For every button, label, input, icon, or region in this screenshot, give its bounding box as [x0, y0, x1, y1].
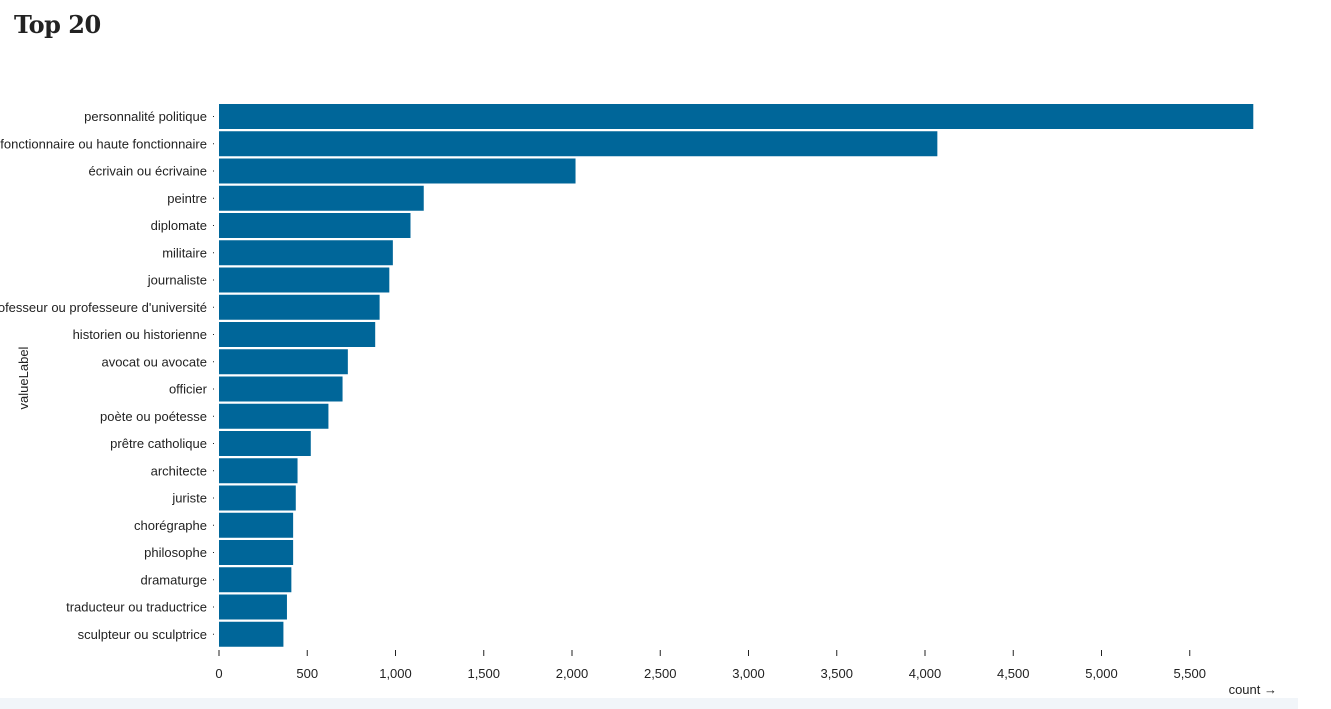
y-tick-label: historien ou historienne [73, 327, 207, 342]
y-tick-label: chorégraphe [134, 518, 207, 533]
bar-16 [219, 540, 294, 565]
y-tick-label: sculpteur ou sculptrice [78, 627, 207, 642]
bar-12 [219, 431, 311, 456]
y-tick-label: peintre [167, 191, 207, 206]
bar-18 [219, 594, 287, 620]
x-tick-label: 2,000 [556, 666, 589, 681]
y-tick-label: poète ou poétesse [100, 409, 207, 424]
y-tick-label: diplomate [151, 218, 207, 233]
bottom-strip [0, 698, 1298, 709]
page-title: Top 20 [14, 10, 101, 39]
y-tick-label: juriste [171, 491, 207, 506]
bar-7 [219, 294, 380, 320]
y-tick-label: architecte [151, 463, 207, 478]
x-tick-label: 0 [215, 666, 222, 681]
y-tick-label: fonctionnaire ou haute fonctionnaire [0, 136, 207, 151]
bars-group [219, 104, 1254, 647]
y-tick-label: officier [169, 382, 208, 397]
y-tick-label: journaliste [147, 273, 207, 288]
bar-0 [219, 104, 1254, 129]
bar-15 [219, 512, 294, 538]
x-axis-label: count → [1229, 682, 1277, 697]
y-tick-label: professeur ou professeure d'université [0, 300, 207, 315]
bar-11 [219, 403, 329, 429]
y-tick-label: personnalité politique [84, 109, 207, 124]
bar-9 [219, 349, 348, 375]
bar-14 [219, 485, 296, 511]
x-tick-label: 3,500 [820, 666, 853, 681]
bar-17 [219, 567, 292, 593]
y-tick-label: traducteur ou traductrice [66, 600, 207, 615]
bar-3 [219, 185, 424, 211]
y-tick-label: écrivain ou écrivaine [88, 164, 207, 179]
y-tick-label: prêtre catholique [110, 436, 207, 451]
bar-8 [219, 322, 376, 347]
y-axis: personnalité politique fonctionnaire ou h… [0, 109, 214, 642]
x-tick-label: 5,000 [1085, 666, 1118, 681]
x-tick-label: 5,500 [1173, 666, 1206, 681]
bar-4 [219, 213, 411, 238]
x-tick-label: 2,500 [644, 666, 677, 681]
x-axis: 0 500 1,000 1,500 2,000 2,500 3,000 3,500 4,000 4… [215, 650, 1206, 681]
x-tick-label: 1,500 [467, 666, 500, 681]
bar-6 [219, 267, 390, 293]
y-tick-label: dramaturge [141, 572, 207, 587]
x-tick-label: 4,500 [997, 666, 1030, 681]
bar-2 [219, 158, 576, 184]
bar-5 [219, 240, 393, 266]
bar-19 [219, 621, 284, 647]
y-axis-label: valueLabel [16, 346, 31, 409]
x-tick-label: 4,000 [909, 666, 942, 681]
y-tick-label: philosophe [144, 545, 207, 560]
y-tick-label: avocat ou avocate [101, 354, 207, 369]
bar-10 [219, 376, 343, 402]
x-tick-label: 500 [296, 666, 318, 681]
bar-13 [219, 458, 298, 484]
bar-1 [219, 131, 938, 157]
x-tick-label: 1,000 [379, 666, 412, 681]
y-tick-label: militaire [162, 245, 207, 260]
x-tick-label: 3,000 [732, 666, 765, 681]
